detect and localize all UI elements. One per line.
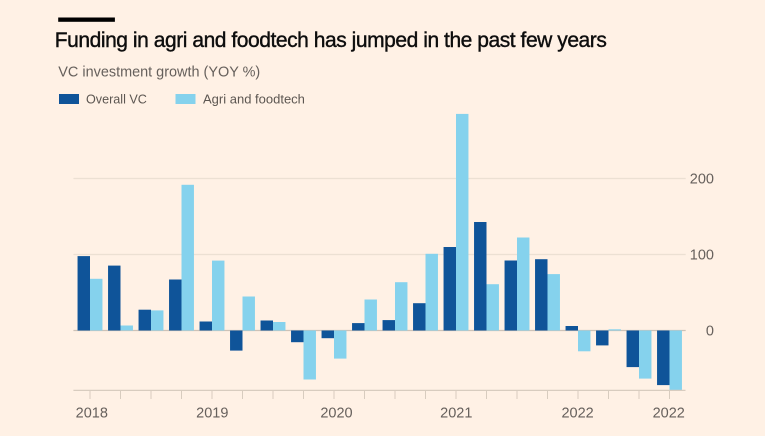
svg-text:200: 200 xyxy=(690,172,714,188)
svg-text:0: 0 xyxy=(706,324,714,340)
svg-text:Agri and foodtech: Agri and foodtech xyxy=(203,92,305,107)
svg-text:2022: 2022 xyxy=(653,406,685,422)
svg-text:100: 100 xyxy=(690,248,714,264)
svg-text:VC investment growth (YOY %): VC investment growth (YOY %) xyxy=(58,65,260,81)
svg-text:2021: 2021 xyxy=(440,406,472,422)
svg-text:2022: 2022 xyxy=(561,406,593,422)
svg-text:2019: 2019 xyxy=(196,406,228,422)
svg-text:2020: 2020 xyxy=(320,406,352,422)
svg-text:2018: 2018 xyxy=(76,406,108,422)
svg-text:Overall VC: Overall VC xyxy=(86,93,147,107)
svg-text:Funding in agri and foodtech h: Funding in agri and foodtech has jumped … xyxy=(55,29,607,52)
